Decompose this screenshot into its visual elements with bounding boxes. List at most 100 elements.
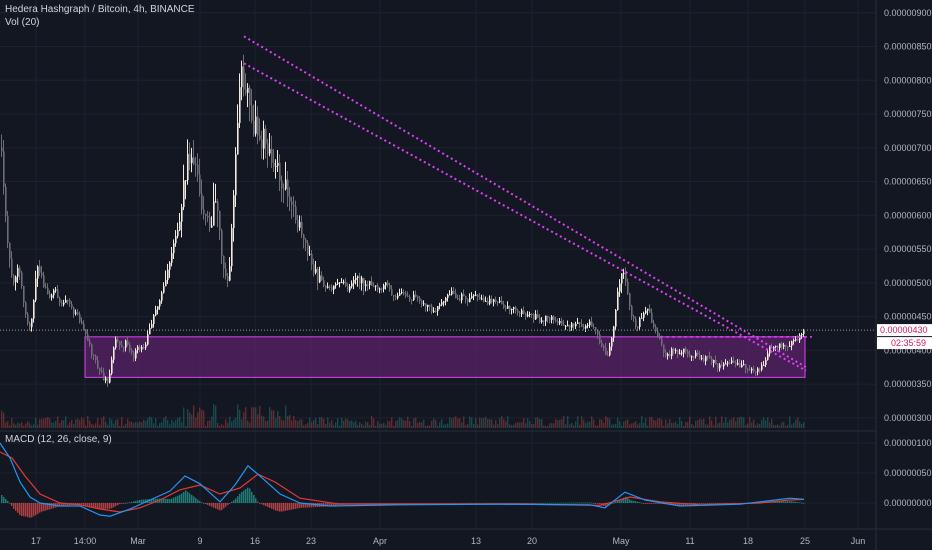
candle-body: [277, 162, 279, 166]
candle-body: [445, 297, 447, 302]
macd-histogram-bar: [143, 499, 145, 503]
volume-bar: [105, 421, 107, 428]
macd-histogram-bar: [517, 503, 519, 504]
macd-histogram-bar: [133, 501, 135, 503]
candle-body: [719, 364, 721, 369]
volume-bar: [761, 419, 763, 428]
volume-bar: [469, 416, 471, 428]
candle-body: [761, 365, 763, 370]
time-tick-label: Apr: [373, 536, 387, 546]
macd-tick-label: 0.00000000: [884, 498, 932, 508]
macd-histogram-bar: [229, 503, 231, 504]
volume-bar: [359, 422, 361, 428]
macd-axis[interactable]: 0.00000100 0.00000050 0.00000000: [884, 438, 932, 508]
volume-bar: [35, 417, 37, 428]
macd-histogram-bar: [601, 503, 603, 505]
candle-body: [113, 347, 115, 360]
candle-body: [315, 268, 317, 273]
macd-histogram-bar: [409, 503, 411, 504]
volume-bar: [173, 422, 175, 428]
volume-bar: [55, 420, 57, 428]
candle-body: [293, 204, 295, 207]
volume-bar: [229, 416, 231, 428]
candle-body: [523, 310, 525, 314]
candle-body: [281, 180, 283, 189]
macd-histogram-bar: [677, 503, 679, 506]
macd-histogram-bar: [485, 503, 487, 504]
macd-histogram-bar: [191, 494, 193, 503]
support-zone[interactable]: [84, 336, 806, 378]
volume-bar: [299, 419, 301, 428]
volume-bar: [783, 421, 785, 428]
volume-bar: [547, 425, 549, 428]
macd-histogram-bar: [639, 502, 641, 504]
macd-histogram-bar: [81, 503, 83, 505]
volume-bar: [259, 405, 261, 428]
volume-bar: [613, 424, 615, 428]
time-tick-label: 11: [685, 536, 694, 546]
volume-bar: [649, 416, 651, 428]
volume-bar: [349, 421, 351, 428]
macd-histogram-bar: [329, 503, 331, 507]
volume-bar: [521, 422, 523, 428]
volume-bar: [373, 418, 375, 428]
time-axis[interactable]: 17 14:00 Mar 9 16 23 Apr 13 20 May 11 18 25 Jun: [31, 536, 865, 546]
macd-histogram-bar: [583, 502, 585, 504]
candle-body: [687, 351, 689, 355]
volume-bar: [537, 417, 539, 428]
macd-histogram-bar: [263, 503, 265, 506]
volume-bar: [633, 422, 635, 428]
volume-bar: [77, 418, 79, 428]
volume-bar: [57, 416, 59, 428]
macd-histogram-bar: [499, 503, 501, 504]
volume-bar: [725, 417, 727, 428]
volume-bar: [751, 422, 753, 428]
volume-bar: [549, 423, 551, 428]
macd-histogram-bar: [407, 503, 409, 504]
volume-bar: [269, 407, 271, 428]
candle-body: [165, 280, 167, 287]
candle-body: [663, 344, 665, 353]
candle-body: [111, 359, 113, 374]
candle-body: [115, 339, 117, 348]
volume-bar: [599, 419, 601, 428]
macd-histogram-bar: [129, 502, 131, 504]
candle-body: [55, 289, 57, 291]
candle-body: [481, 298, 483, 300]
candle-body: [365, 284, 367, 286]
macd-histogram-bar: [305, 503, 307, 508]
candle-body: [27, 314, 29, 324]
macd-histogram-bar: [65, 503, 67, 506]
candle-body: [205, 213, 207, 216]
volume-bar: [477, 424, 479, 428]
candle-body: [117, 339, 119, 342]
volume-bar: [95, 423, 97, 428]
price-axis[interactable]: 0.00000900 0.00000850 0.00000800 0.00000750…: [884, 8, 932, 423]
macd-histogram-bar: [335, 503, 337, 506]
volume-bar: [591, 416, 593, 428]
candle-body: [477, 294, 479, 297]
candle-body: [357, 276, 359, 278]
macd-histogram-bar: [795, 501, 797, 503]
macd-histogram-bar: [51, 503, 53, 509]
volume-bar: [323, 418, 325, 428]
volume-bar: [505, 421, 507, 428]
macd-histogram-bar: [11, 503, 13, 506]
candle-body: [671, 348, 673, 356]
candle-body: [43, 275, 45, 287]
volume-bar: [595, 425, 597, 428]
candle-body: [755, 371, 757, 373]
volume-bar: [791, 424, 793, 428]
candle-body: [95, 355, 97, 361]
volume-bar: [771, 418, 773, 428]
candle-body: [451, 290, 453, 295]
trendline[interactable]: [243, 62, 807, 372]
time-tick-label: 18: [743, 536, 753, 546]
volume-bar: [377, 421, 379, 428]
price-tick-label: 0.00000600: [884, 210, 932, 220]
candle-body: [713, 359, 715, 363]
volume-bar: [691, 424, 693, 428]
trendline[interactable]: [243, 35, 807, 369]
candle-body: [317, 268, 319, 283]
volume-bar: [351, 420, 353, 428]
